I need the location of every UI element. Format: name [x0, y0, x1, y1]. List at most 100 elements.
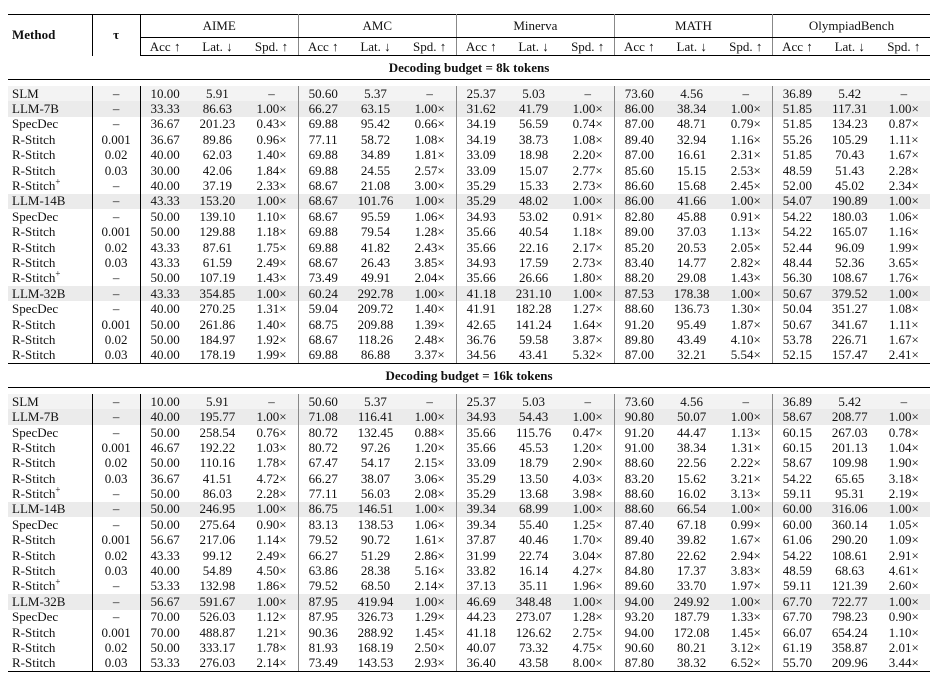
speedup-cell: 2.91×: [888, 547, 919, 563]
tau-cell: –: [91, 178, 141, 194]
acc-cell: 69.88: [297, 347, 348, 365]
latency-cell: 86.03: [202, 486, 233, 502]
latency-cell: 16.02: [677, 486, 707, 502]
acc-cell: 39.34: [455, 517, 506, 533]
method-cell: R-Stitch+: [8, 177, 92, 193]
acc-cell: 50.60: [297, 394, 348, 410]
tau-cell: –: [91, 578, 141, 595]
speedup-cell: 1.86×: [256, 578, 287, 594]
latency-cell: 153.20: [189, 193, 246, 210]
method-name: R-Stitch: [12, 532, 56, 548]
latency-cell: 526.03: [199, 609, 236, 625]
acc-cell: 58.67: [771, 409, 822, 425]
acc-cell: 87.00: [613, 116, 664, 133]
speedup-cell: 3.06×: [414, 470, 445, 486]
method-name: R-Stitch: [12, 162, 56, 178]
table-row: SpecDec –50.00 258.54 0.76× 80.72 132.45 0.88×…: [8, 424, 930, 441]
metric-header-acc: Acc ↑: [139, 37, 190, 56]
table-row: LLM-32B –56.67 591.67 1.00× 87.95 419.94 1.00×…: [8, 594, 930, 610]
speedup-cell: 1.27×: [572, 301, 603, 317]
speedup-cell: –: [561, 394, 615, 410]
method-name: R-Stitch: [12, 639, 56, 655]
table-body: Decoding budget = 8k tokens SLM –10.00 5.91…: [8, 55, 930, 673]
latency-cell: 217.06: [199, 532, 236, 548]
latency-cell: 51.43: [835, 162, 865, 178]
speedup-cell: 1.00×: [403, 501, 457, 518]
acc-cell: 10.00: [139, 86, 190, 102]
speedup-cell: –: [719, 394, 773, 410]
tau-cell: 0.001: [91, 316, 141, 333]
latency-cell: 80.21: [677, 639, 707, 655]
latency-cell: 17.59: [518, 254, 549, 270]
speedup-cell: 1.40×: [414, 301, 445, 317]
speedup-cell: 1.00×: [877, 501, 930, 518]
table-row: R-Stitch 0.03 53.33 276.03 2.14× 73.49 143.53 2…: [8, 655, 930, 673]
acc-cell: 52.00: [771, 178, 822, 194]
acc-cell: 33.09: [455, 147, 506, 163]
speedup-cell: 1.00×: [245, 501, 299, 518]
method-variant-superscript: +: [55, 484, 61, 495]
acc-cell: 80.72: [297, 424, 348, 441]
metric-header-speedup: Spd. ↑: [403, 37, 457, 56]
latency-cell: 351.27: [831, 301, 868, 317]
acc-cell: 36.76: [455, 332, 506, 348]
latency-cell: 118.26: [357, 331, 394, 347]
latency-cell: 15.68: [677, 178, 707, 194]
speedup-cell: 5.54×: [719, 347, 773, 365]
method-cell: R-Stitch: [8, 456, 92, 471]
speedup-cell: 1.00×: [403, 409, 457, 425]
speedup-cell: 2.86×: [414, 547, 445, 563]
method-name: R-Stitch: [12, 270, 56, 286]
acc-cell: 35.29: [455, 470, 506, 487]
latency-cell: 62.03: [202, 147, 233, 163]
acc-cell: 35.66: [455, 224, 506, 240]
method-name: R-Stitch: [12, 224, 56, 240]
latency-cell: 333.17: [199, 639, 236, 655]
acc-cell: 50.00: [139, 640, 190, 656]
method-cell: R-Stitch: [8, 563, 92, 578]
acc-cell: 73.60: [613, 86, 664, 102]
speedup-cell: 3.13×: [730, 486, 761, 502]
acc-cell: 50.00: [139, 424, 190, 441]
latency-cell: 90.72: [360, 532, 391, 548]
method-name: R-Stitch: [12, 486, 56, 502]
benchmark-header-olympiadbench: OlympiadBench: [771, 14, 930, 38]
method-name: R-Stitch: [12, 439, 56, 455]
latency-cell: 40.46: [518, 532, 549, 548]
metric-header-speedup: Spd. ↑: [877, 37, 930, 56]
acc-cell: 63.86: [297, 563, 348, 579]
speedup-cell: 2.08×: [414, 486, 445, 502]
speedup-cell: 1.99×: [245, 347, 299, 365]
speedup-cell: 1.33×: [730, 609, 761, 625]
acc-cell: 89.60: [613, 578, 664, 595]
method-name: R-Stitch: [12, 147, 56, 163]
speedup-cell: 1.31×: [256, 301, 287, 317]
method-name: LLM-14B: [12, 501, 66, 517]
speedup-cell: 2.33×: [256, 178, 287, 194]
acc-cell: 87.40: [613, 517, 664, 533]
speedup-cell: 3.83×: [730, 563, 761, 579]
acc-cell: 83.40: [613, 255, 664, 271]
method-cell: R-Stitch: [8, 255, 92, 270]
acc-cell: 83.13: [297, 517, 348, 533]
acc-cell: 48.44: [771, 255, 822, 271]
tau-cell: 0.03: [91, 347, 141, 365]
latency-cell: 13.50: [518, 470, 549, 486]
section-header: Decoding budget = 16k tokens: [8, 363, 930, 389]
table-row: SpecDec –70.00 526.03 1.12× 87.95 326.73 1.29×…: [8, 609, 930, 625]
acc-cell: 33.82: [455, 563, 506, 579]
method-name: SpecDec: [12, 516, 59, 532]
latency-cell: 141.24: [515, 316, 552, 332]
method-name: R-Stitch: [12, 331, 56, 347]
speedup-cell: 0.47×: [572, 424, 603, 440]
speedup-cell: 2.94×: [730, 547, 761, 563]
speedup-cell: 1.84×: [256, 162, 287, 178]
acc-cell: 52.15: [771, 347, 822, 365]
speedup-cell: 1.00×: [719, 594, 773, 610]
speedup-cell: 3.12×: [730, 639, 761, 655]
tau-cell: –: [91, 270, 141, 287]
method-name: LLM-32B: [12, 285, 66, 301]
speedup-cell: 0.76×: [256, 424, 287, 440]
latency-cell: 38.73: [518, 131, 549, 147]
acc-cell: 87.80: [613, 547, 664, 564]
